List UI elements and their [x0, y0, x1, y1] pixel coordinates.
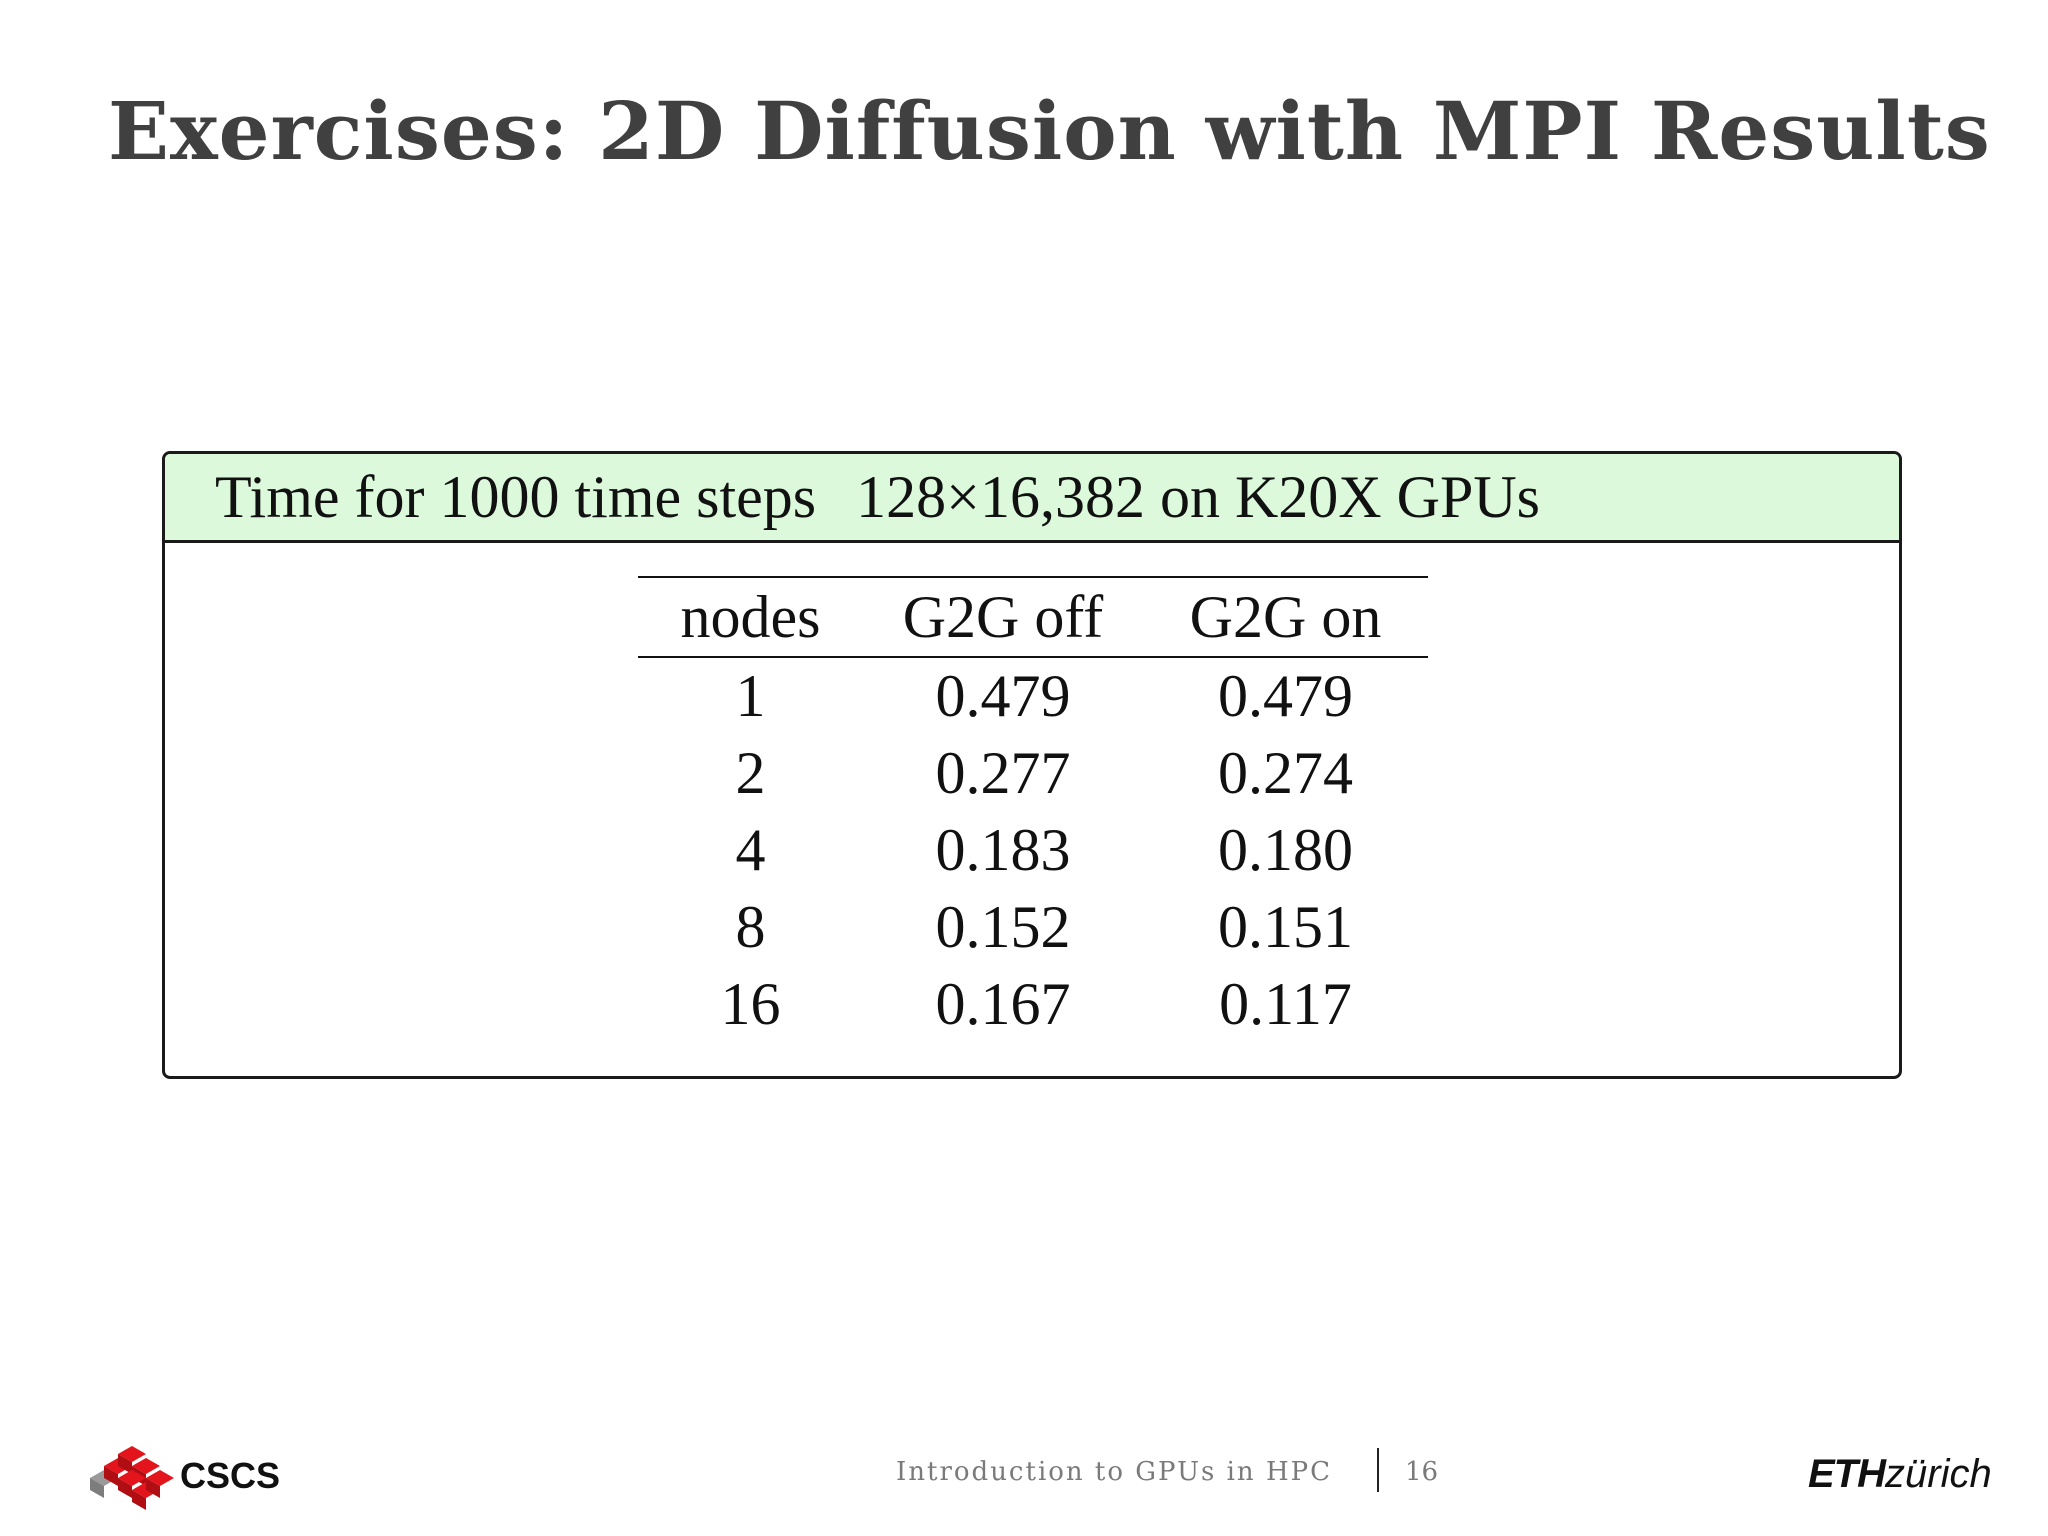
zurich-logo-text: zürich	[1885, 1452, 1992, 1496]
results-table: nodes G2G off G2G on 1 0.479 0.479 2 0.2…	[638, 576, 1428, 1043]
cell-nodes: 2	[735, 740, 766, 806]
cell-g2g-off: 0.277	[935, 740, 1071, 806]
cell-nodes: 4	[735, 817, 766, 883]
footer-page-number: 16	[1405, 1457, 1439, 1487]
cscs-logo-icon	[90, 1446, 174, 1510]
cell-nodes: 8	[735, 894, 766, 960]
table-row: 1 0.479 0.479	[638, 657, 1428, 735]
cell-g2g-on: 0.274	[1218, 740, 1353, 806]
cell-nodes: 1	[735, 663, 766, 729]
table-row: 2 0.277 0.274	[638, 735, 1428, 812]
column-header-g2g-on: G2G on	[1189, 583, 1382, 650]
block-header-dims: 128×16,382 on K20X GPUs	[856, 464, 1541, 530]
footer-presentation-title: Introduction to GPUs in HPC	[896, 1457, 1333, 1487]
table-row: 4 0.183 0.180	[638, 812, 1428, 889]
eth-logo-text: ETH	[1808, 1452, 1886, 1496]
column-header-nodes: nodes	[680, 583, 821, 650]
cell-g2g-on: 0.479	[1218, 663, 1353, 729]
results-table-body: 1 0.479 0.479 2 0.277 0.274 4 0.183 0.18…	[638, 657, 1428, 1043]
table-row: 16 0.167 0.117	[638, 966, 1428, 1043]
cell-g2g-off: 0.183	[935, 817, 1071, 883]
block-header: Time for 1000 time steps 128×16,382 on K2…	[165, 454, 1899, 543]
cell-g2g-off: 0.479	[935, 663, 1071, 729]
cell-g2g-on: 0.151	[1218, 894, 1353, 960]
results-table-head: nodes G2G off G2G on	[638, 577, 1428, 657]
cell-g2g-on: 0.117	[1219, 971, 1352, 1037]
cell-g2g-on: 0.180	[1218, 817, 1353, 883]
cell-g2g-off: 0.167	[935, 971, 1071, 1037]
eth-zurich-logo: ETHzürich	[1808, 1452, 1992, 1497]
column-header-g2g-off: G2G off	[902, 583, 1104, 650]
footer-divider	[1377, 1448, 1379, 1492]
cscs-cubes	[90, 1446, 174, 1510]
results-block: Time for 1000 time steps 128×16,382 on K2…	[162, 451, 1902, 1079]
header-row: nodes G2G off G2G on	[638, 577, 1428, 657]
table-row: 8 0.152 0.151	[638, 889, 1428, 966]
cell-nodes: 16	[720, 971, 781, 1037]
slide-title: Exercises: 2D Diffusion with MPI Results	[108, 84, 1991, 178]
cell-g2g-off: 0.152	[935, 894, 1071, 960]
block-header-label: Time for 1000 time steps	[215, 464, 817, 530]
cscs-logo-text: CSCS	[180, 1455, 281, 1496]
